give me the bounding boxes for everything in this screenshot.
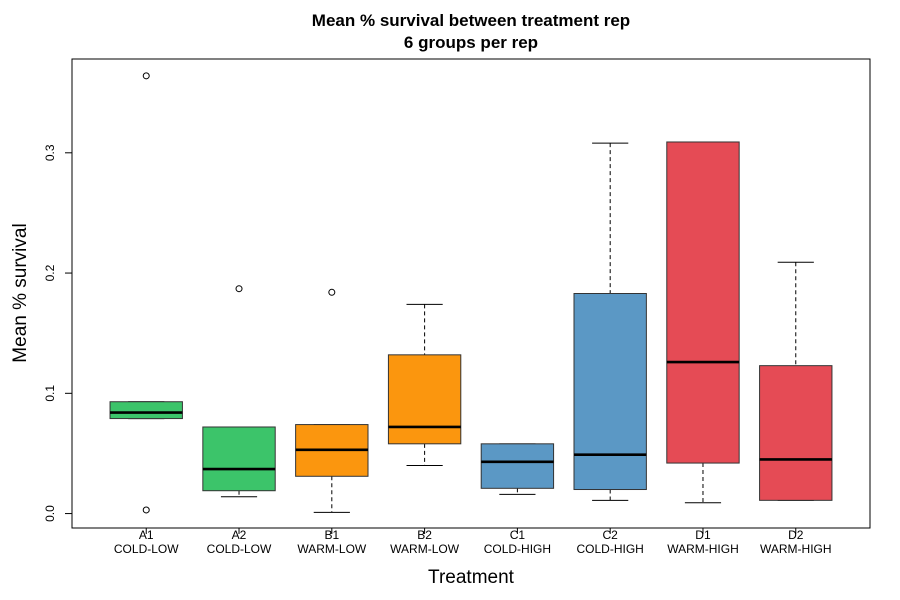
outlier-point [142,506,150,514]
x-tick-label: C1 [510,528,526,542]
x-axis: A1COLD-LOWA2COLD-LOWB1WARM-LOWB2WARM-LOW… [114,527,832,556]
y-axis: 0.0 0.1 0.2 0.3 [43,144,73,522]
x-tick-sublabel: COLD-HIGH [577,542,644,556]
x-tick-label: A1 [139,528,154,542]
y-tick-label: 0.0 [43,505,57,522]
box-body [666,141,740,464]
box-body [387,354,462,445]
box-group-d2 [759,261,833,501]
x-tick-sublabel: WARM-LOW [390,542,460,556]
box-group-c2 [573,142,647,501]
box-group-d1 [666,141,740,504]
x-tick-sublabel: WARM-HIGH [667,542,739,556]
y-tick-label: 0.3 [43,144,57,161]
plot-frame [71,58,871,529]
box-body [573,293,647,491]
x-tick-label: C2 [603,528,619,542]
box-group-b1 [295,288,369,513]
box-group-a2 [202,285,276,498]
y-tick-label: 0.1 [43,385,57,402]
outlier-point [328,288,336,296]
x-tick-label: D2 [788,528,804,542]
box-group-b2 [387,303,462,466]
x-tick-label: A2 [232,528,247,542]
boxes-layer [109,72,833,514]
x-axis-title: Treatment [428,567,515,588]
x-tick-label: B2 [417,528,432,542]
outlier-point [142,72,150,80]
outlier-point [235,285,243,293]
box-body [202,426,276,492]
x-tick-sublabel: WARM-LOW [297,542,367,556]
x-tick-sublabel: WARM-HIGH [760,542,832,556]
x-tick-sublabel: COLD-HIGH [484,542,551,556]
chart-title: Mean % survival between treatment rep [312,11,630,30]
box-group-a1 [109,72,183,514]
x-tick-sublabel: COLD-LOW [207,542,272,556]
y-tick-label: 0.2 [43,264,57,281]
x-tick-label: B1 [324,528,339,542]
x-tick-label: D1 [695,528,711,542]
box-group-c1 [480,443,555,495]
box-body [759,365,833,501]
y-axis-title: Mean % survival [10,223,31,362]
x-tick-sublabel: COLD-LOW [114,542,179,556]
chart-subtitle: 6 groups per rep [404,33,538,52]
box-body [109,401,183,420]
box-body [480,443,555,489]
